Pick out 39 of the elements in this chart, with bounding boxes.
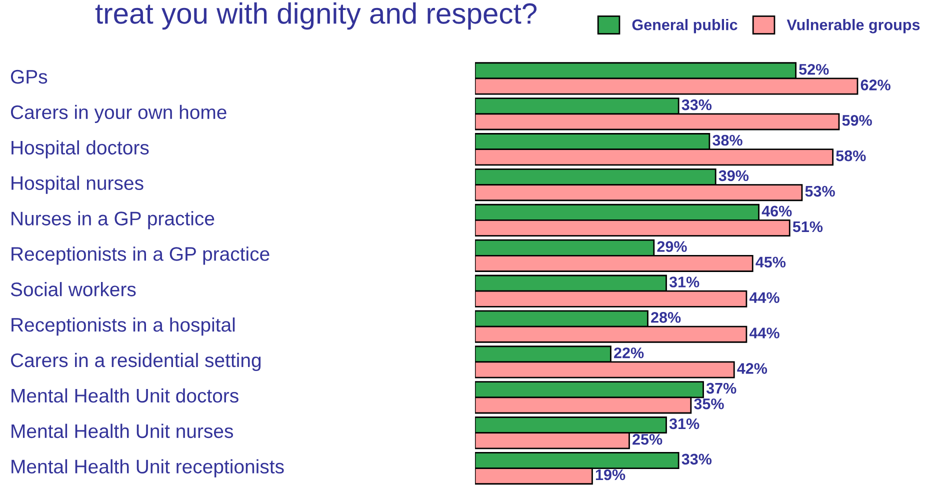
data-label: 62% xyxy=(860,80,890,90)
data-label: 29% xyxy=(657,241,687,252)
data-label: 37% xyxy=(706,382,736,394)
y-tick-label: Social workers xyxy=(10,282,136,296)
data-label: 58% xyxy=(836,150,866,162)
data-label: 44% xyxy=(749,292,780,303)
legend-label: General public xyxy=(632,19,738,34)
data-label: 33% xyxy=(682,99,712,110)
y-tick-label: Receptionists in a hospital xyxy=(12,317,235,336)
data-label: 31% xyxy=(669,418,700,430)
data-label: 33% xyxy=(682,454,712,465)
y-tick-label: Nurses in a GP practice xyxy=(12,211,214,230)
y-tick-label: Hospital nurses xyxy=(12,176,144,194)
data-label: 52% xyxy=(799,64,829,75)
data-label: 59% xyxy=(842,114,872,126)
y-tick-label: Hospital doctors xyxy=(12,140,149,158)
y-tick-label: Mental Health Unit receptionists xyxy=(12,459,284,478)
y-tick-label: GPs xyxy=(10,70,48,84)
data-label: 35% xyxy=(694,398,724,410)
data-label: 51% xyxy=(792,221,823,232)
data-label: 44% xyxy=(749,328,780,338)
y-tick-label: Carers in your own home xyxy=(10,104,226,123)
chart-title: treat you with dignity and respect? xyxy=(95,2,537,30)
data-label: 31% xyxy=(669,276,700,288)
legend-label: Vulnerable groups xyxy=(786,19,920,34)
data-label: 22% xyxy=(614,347,644,358)
data-label: 28% xyxy=(651,312,681,323)
data-label: 38% xyxy=(712,134,742,146)
data-label: 46% xyxy=(762,206,792,217)
data-label: 39% xyxy=(718,170,749,182)
y-tick-label: Mental Health Unit nurses xyxy=(12,424,234,438)
y-tick-label: Mental Health Unit doctors xyxy=(12,388,238,403)
data-label: 19% xyxy=(596,469,626,480)
y-tick-label: Receptionists in a GP practice xyxy=(12,246,270,265)
data-label: 45% xyxy=(756,256,786,268)
y-tick-label: Carers in a residential setting xyxy=(10,352,261,372)
data-label: 25% xyxy=(632,434,662,445)
data-label: 42% xyxy=(737,363,768,374)
data-label: 53% xyxy=(805,186,835,197)
